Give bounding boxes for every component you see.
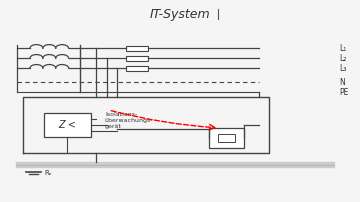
Text: überwachungs-: überwachungs- [105,118,153,123]
Text: gerät: gerät [105,124,122,129]
FancyBboxPatch shape [44,113,91,137]
Text: Isolations-: Isolations- [105,113,137,117]
Text: L₂: L₂ [339,54,346,63]
Text: PE: PE [339,87,348,97]
FancyBboxPatch shape [217,134,235,142]
Text: L₁: L₁ [339,44,346,53]
Text: IT-System: IT-System [150,8,210,21]
Text: Rₑ: Rₑ [44,170,52,176]
FancyBboxPatch shape [208,128,244,148]
Text: N: N [339,78,345,87]
FancyBboxPatch shape [126,66,148,71]
FancyBboxPatch shape [126,56,148,61]
FancyBboxPatch shape [126,46,148,51]
Text: L₃: L₃ [339,64,346,73]
Text: Z <: Z < [59,120,76,130]
